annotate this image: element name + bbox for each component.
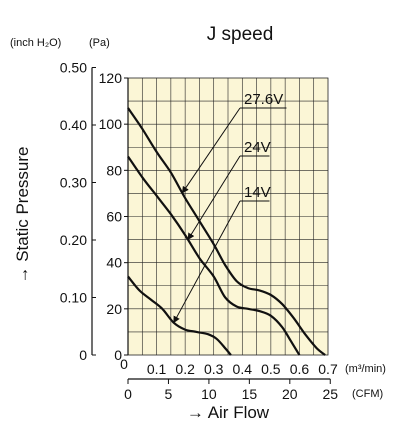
m3-tick-label: 0.4 bbox=[233, 361, 253, 377]
series-line-14v bbox=[127, 275, 232, 356]
cfm-tick-label: 20 bbox=[282, 386, 298, 402]
curve-label-arrow bbox=[181, 107, 241, 194]
inh2o-tick-label: 0.40 bbox=[60, 117, 87, 133]
curve-label-arrow bbox=[173, 200, 241, 324]
pa-tick-label: 40 bbox=[106, 255, 122, 271]
m3-tick-label: 0.2 bbox=[175, 361, 195, 377]
inh2o-tick-label: 0.50 bbox=[60, 60, 87, 76]
pa-tick-label: 20 bbox=[106, 301, 122, 317]
pa-tick-label: 80 bbox=[106, 162, 122, 178]
x-axis-title: → Air Flow bbox=[187, 403, 270, 422]
pa-tick-label: 60 bbox=[106, 209, 122, 225]
curve-label: 14V bbox=[244, 184, 271, 201]
m3-tick-label: 0.7 bbox=[318, 361, 338, 377]
series-line-24v bbox=[127, 155, 301, 356]
pa-unit-label: (Pa) bbox=[89, 37, 110, 49]
m3-tick-label: 0.6 bbox=[290, 361, 310, 377]
inh2o-tick-label: 0.20 bbox=[60, 232, 87, 248]
curve-label-arrow bbox=[187, 155, 241, 241]
inh2o-tick-label: 0.30 bbox=[60, 175, 87, 191]
curve-labels: 27.6V 24V 14V bbox=[173, 91, 287, 324]
y-axis-title: → Static Pressure bbox=[13, 147, 32, 284]
m3-tick-label: 0.1 bbox=[147, 361, 167, 377]
curve-label: 24V bbox=[244, 139, 271, 156]
pa-tick-label: 120 bbox=[99, 70, 123, 86]
cfm-tick-label: 5 bbox=[165, 386, 173, 402]
inh2o-tick-label: 0 bbox=[79, 347, 87, 363]
cfm-tick-label: 10 bbox=[201, 386, 217, 402]
series-line-27-6v bbox=[127, 107, 326, 356]
pa-tick-label: 100 bbox=[99, 116, 123, 132]
chart-title: J speed bbox=[207, 24, 274, 45]
pa-tick-label: 0 bbox=[114, 347, 122, 363]
inh2o-tick-label: 0.10 bbox=[60, 290, 87, 306]
cfm-tick-label: 0 bbox=[124, 386, 132, 402]
series-layer bbox=[127, 107, 326, 356]
m3-unit-label: (m³/min) bbox=[345, 363, 386, 375]
cfm-unit-label: (CFM) bbox=[352, 388, 383, 400]
m3-tick-label: 0.3 bbox=[204, 361, 224, 377]
m3-zero-label: 0 bbox=[120, 356, 128, 372]
inh2o-unit-label: (inch H₂O) bbox=[10, 37, 61, 49]
cfm-tick-label: 25 bbox=[322, 386, 338, 402]
curve-label: 27.6V bbox=[244, 91, 283, 108]
m3-tick-label: 0.5 bbox=[261, 361, 281, 377]
cfm-tick-label: 15 bbox=[242, 386, 258, 402]
